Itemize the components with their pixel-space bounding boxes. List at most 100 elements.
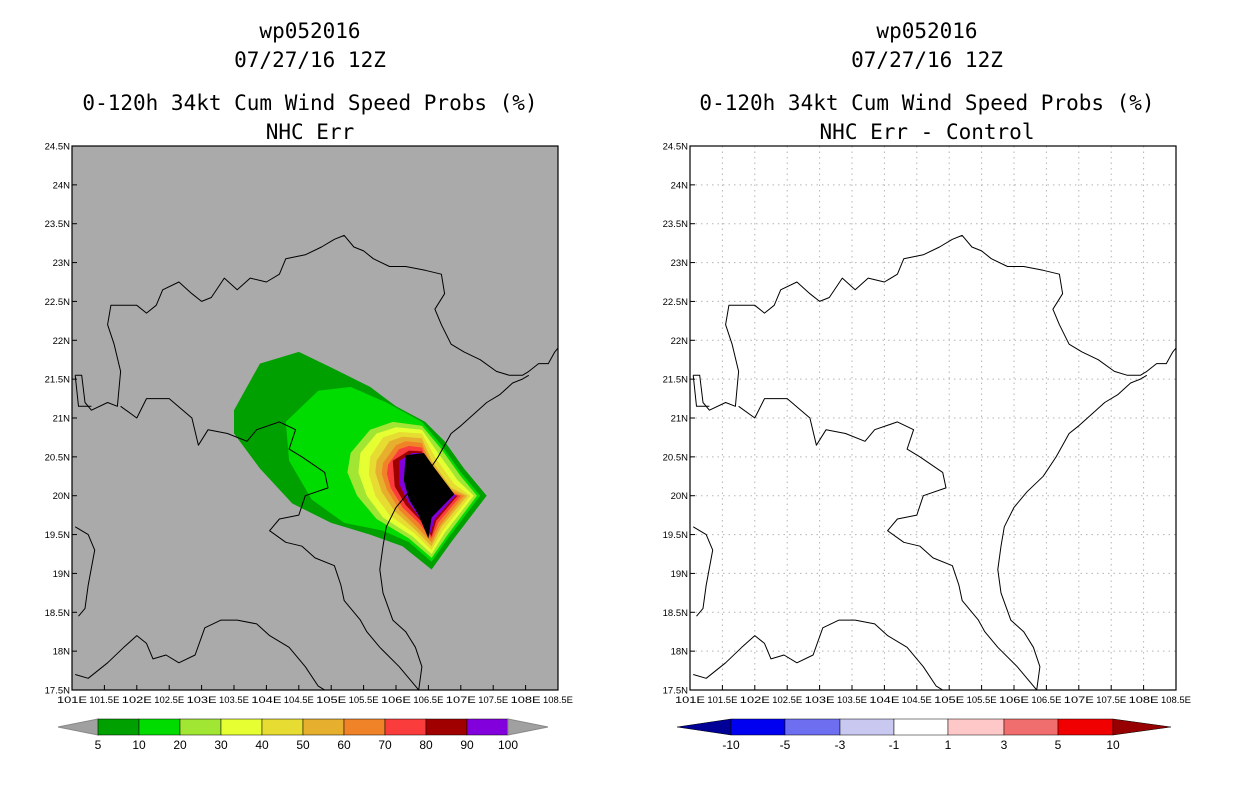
x-tick-label: 103.5E bbox=[219, 695, 249, 706]
y-tick-label: 21.5N bbox=[663, 375, 688, 386]
x-tick-label: 103E bbox=[187, 695, 217, 706]
y-tick-label: 20N bbox=[671, 491, 689, 502]
colorbar-bin bbox=[261, 718, 304, 736]
y-tick-label: 24N bbox=[53, 180, 71, 191]
country-border bbox=[693, 234, 1176, 411]
left-title: 0-120h 34kt Cum Wind Speed Probs (%) bbox=[82, 91, 537, 115]
right-title: 0-120h 34kt Cum Wind Speed Probs (%) bbox=[699, 91, 1154, 115]
x-tick-label: 102E bbox=[122, 695, 152, 706]
x-tick-label: 104E bbox=[251, 695, 281, 706]
y-tick-label: 19N bbox=[671, 569, 689, 580]
y-tick-label: 23.5N bbox=[663, 219, 688, 230]
country-border bbox=[693, 619, 943, 690]
colorbar-label: 60 bbox=[337, 738, 351, 752]
x-tick-label: 102.5E bbox=[772, 695, 802, 706]
colorbar-bin bbox=[784, 718, 841, 736]
x-tick-label: 102E bbox=[740, 695, 770, 706]
colorbar-under-arrow bbox=[57, 718, 99, 736]
y-tick-label: 22N bbox=[53, 336, 71, 347]
x-tick-label: 108.5E bbox=[543, 695, 573, 706]
x-tick-label: 108E bbox=[511, 695, 541, 706]
colorbar-bin bbox=[343, 718, 386, 736]
colorbar-label: 20 bbox=[173, 738, 187, 752]
x-tick-label: 105E bbox=[316, 695, 346, 706]
left-colorbar: 5 10 20 30 40 50 60 70 80 90 100 bbox=[57, 718, 549, 752]
colorbar-bin bbox=[1057, 718, 1114, 736]
y-tick-label: 20.5N bbox=[663, 452, 688, 463]
colorbar-label: 100 bbox=[498, 738, 518, 752]
colorbar-bin bbox=[1003, 718, 1059, 736]
y-tick-label: 18.5N bbox=[663, 608, 688, 619]
colorbar-label: 30 bbox=[214, 738, 228, 752]
right-axes: 17.5N 18N 18.5N 19N 19.5N 20N 20.5N 21N 21.5N 22N… bbox=[663, 142, 1191, 707]
colorbar-over-arrow bbox=[507, 718, 549, 736]
colorbar-bin bbox=[97, 718, 140, 736]
y-tick-label: 19N bbox=[53, 569, 71, 580]
right-panel: wp052016 07/27/16 12Z 0-120h 34kt Cum Wi… bbox=[663, 19, 1191, 752]
country-border bbox=[120, 398, 420, 690]
y-tick-label: 23N bbox=[53, 258, 71, 269]
y-tick-label: 23.5N bbox=[45, 219, 70, 230]
y-tick-label: 17.5N bbox=[663, 686, 688, 697]
country-border bbox=[75, 619, 325, 690]
left-subtitle: NHC Err bbox=[266, 120, 355, 144]
colorbar-label: 70 bbox=[378, 738, 392, 752]
x-tick-label: 102.5E bbox=[154, 695, 184, 706]
x-tick-label: 104.5E bbox=[902, 695, 932, 706]
x-tick-label: 103E bbox=[805, 695, 835, 706]
colorbar-label: 90 bbox=[460, 738, 474, 752]
y-tick-label: 19.5N bbox=[45, 530, 70, 541]
colorbar-bin bbox=[676, 718, 732, 736]
colorbar-bin bbox=[893, 718, 949, 736]
x-tick-label: 106E bbox=[381, 695, 411, 706]
y-tick-label: 18N bbox=[671, 647, 689, 658]
x-tick-label: 103.5E bbox=[837, 695, 867, 706]
x-tick-label: 101.5E bbox=[707, 695, 737, 706]
colorbar-label: 10 bbox=[1106, 738, 1120, 752]
colorbar-bin bbox=[384, 718, 427, 736]
country-border bbox=[692, 375, 710, 407]
left-probability-contours bbox=[234, 351, 487, 570]
colorbar-bin bbox=[179, 718, 222, 736]
colorbar-bin bbox=[220, 718, 263, 736]
y-tick-label: 20.5N bbox=[45, 452, 70, 463]
y-tick-label: 18.5N bbox=[45, 608, 70, 619]
y-tick-label: 21N bbox=[671, 414, 689, 425]
colorbar-label: 40 bbox=[255, 738, 269, 752]
x-tick-label: 107.5E bbox=[478, 695, 508, 706]
y-tick-label: 18N bbox=[53, 647, 71, 658]
country-border bbox=[75, 234, 558, 411]
left-storm-id: wp052016 bbox=[259, 19, 360, 43]
colorbar-bin bbox=[730, 718, 786, 736]
left-map-lines bbox=[74, 234, 558, 690]
colorbar-label: 10 bbox=[132, 738, 146, 752]
x-tick-label: 108E bbox=[1129, 695, 1159, 706]
right-gridlines bbox=[690, 146, 1176, 690]
x-tick-label: 101E bbox=[675, 695, 705, 706]
colorbar-bin bbox=[466, 718, 509, 736]
left-axes: 17.5N 18N 18.5N 19N 19.5N 20N 20.5N 21N 21.5N 22N… bbox=[45, 142, 573, 707]
right-map-lines bbox=[692, 234, 1176, 690]
right-storm-id: wp052016 bbox=[876, 19, 977, 43]
x-tick-label: 105.5E bbox=[967, 695, 997, 706]
y-tick-label: 20N bbox=[53, 491, 71, 502]
colorbar-label: 50 bbox=[296, 738, 310, 752]
y-tick-label: 19.5N bbox=[663, 530, 688, 541]
x-tick-label: 106E bbox=[999, 695, 1029, 706]
colorbar-label: 3 bbox=[1001, 738, 1008, 752]
contour-100pct bbox=[403, 453, 455, 539]
right-date: 07/27/16 12Z bbox=[851, 48, 1003, 72]
country-border bbox=[692, 526, 714, 617]
x-tick-label: 104E bbox=[869, 695, 899, 706]
x-tick-label: 101.5E bbox=[89, 695, 119, 706]
x-tick-label: 107.5E bbox=[1096, 695, 1126, 706]
colorbar-label: -5 bbox=[780, 738, 791, 752]
x-tick-label: 107E bbox=[1064, 695, 1094, 706]
x-tick-label: 108.5E bbox=[1161, 695, 1191, 706]
colorbar-label: 1 bbox=[945, 738, 952, 752]
y-tick-label: 23N bbox=[671, 258, 689, 269]
y-tick-label: 22.5N bbox=[663, 297, 688, 308]
x-tick-label: 107E bbox=[446, 695, 476, 706]
y-tick-label: 24N bbox=[671, 180, 689, 191]
